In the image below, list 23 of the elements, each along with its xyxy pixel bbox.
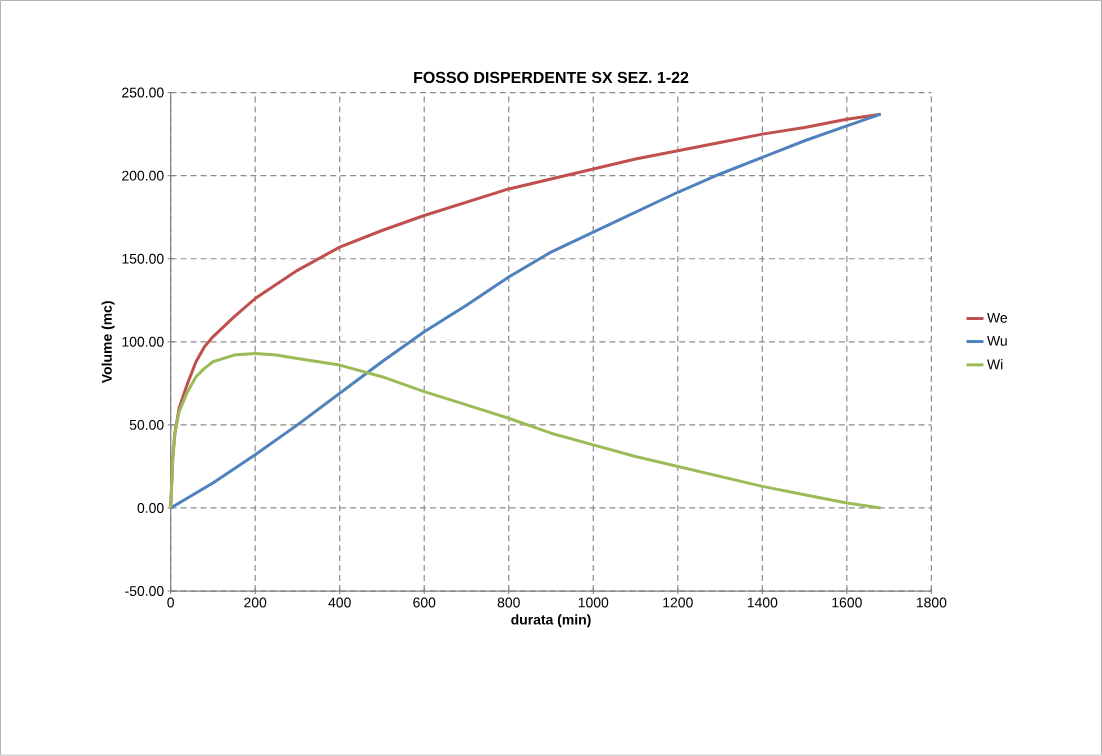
x-tick-label: 200 [244, 597, 267, 608]
x-tick-label: 1000 [578, 597, 609, 608]
x-tick-label: 400 [328, 597, 351, 608]
y-tick-label: 150.00 [122, 253, 164, 264]
x-tick-label: 1800 [916, 597, 947, 608]
y-tick-label: 0.00 [137, 503, 164, 514]
y-tick-label: 100.00 [122, 337, 164, 347]
legend-label: Wu [987, 336, 1007, 346]
x-tick-label: 1400 [747, 597, 778, 608]
x-tick-label: 0 [167, 597, 174, 608]
x-tick-label: 1200 [663, 597, 693, 608]
legend-label: Wi [987, 359, 1003, 370]
legend-label: We [987, 313, 1008, 323]
y-tick-label: -50.00 [125, 586, 164, 597]
x-tick-label: 600 [413, 597, 436, 608]
x-axis-title: durata (min) [511, 614, 591, 628]
x-tick-label: 1600 [832, 597, 862, 608]
x-tick-label: 800 [497, 597, 520, 608]
chart-title: FOSSO DISPERDENTE SX SEZ. 1-22 [414, 71, 689, 84]
y-axis-title: Volume (mc) [101, 301, 115, 384]
y-tick-label: 250.00 [122, 87, 164, 98]
y-tick-label: 50.00 [129, 420, 164, 430]
y-tick-label: 200.00 [122, 170, 164, 181]
